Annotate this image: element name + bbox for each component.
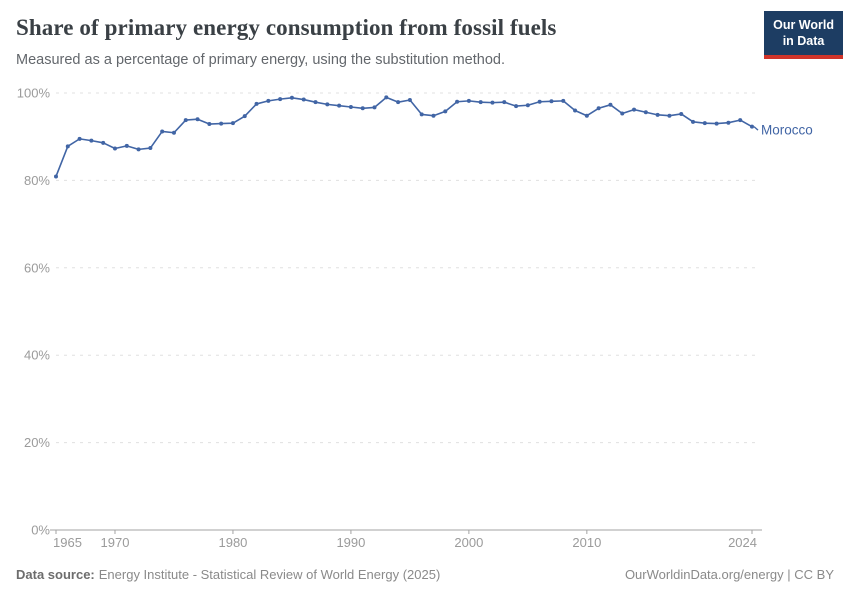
data-point-2018[interactable] [679, 111, 684, 116]
data-point-2010[interactable] [584, 113, 589, 118]
data-point-2001[interactable] [478, 100, 483, 105]
owid-logo-line1: Our World [773, 18, 834, 32]
y-tick-label-100: 100% [17, 86, 51, 101]
data-point-1984[interactable] [278, 97, 283, 102]
data-point-2016[interactable] [655, 112, 660, 117]
data-point-1986[interactable] [301, 97, 306, 102]
data-point-1996[interactable] [419, 112, 424, 117]
x-tick-label-1990: 1990 [336, 535, 365, 550]
data-point-1999[interactable] [455, 99, 460, 104]
data-point-2012[interactable] [608, 102, 613, 107]
data-point-2013[interactable] [620, 111, 625, 116]
data-point-2005[interactable] [525, 103, 530, 108]
data-point-2004[interactable] [514, 104, 519, 109]
data-point-1989[interactable] [337, 103, 342, 108]
data-point-2000[interactable] [466, 98, 471, 103]
data-point-1980[interactable] [230, 121, 235, 126]
chart-footer: Data source: Energy Institute - Statistic… [16, 567, 834, 582]
data-point-1990[interactable] [348, 104, 353, 109]
data-point-2023[interactable] [738, 118, 743, 123]
data-point-1995[interactable] [407, 97, 412, 102]
chart-subtitle: Measured as a percentage of primary ener… [16, 52, 505, 68]
y-tick-label-60: 60% [24, 260, 50, 275]
owid-logo-line2: in Data [782, 34, 825, 49]
x-tick-label-1970: 1970 [101, 535, 130, 550]
data-point-2007[interactable] [549, 99, 554, 104]
data-point-1970[interactable] [112, 146, 117, 151]
data-point-1973[interactable] [148, 146, 153, 151]
data-point-1993[interactable] [384, 95, 389, 100]
data-source-value: Energy Institute - Statistical Review of… [98, 567, 441, 582]
y-tick-label-20: 20% [24, 435, 50, 450]
chart-title: Share of primary energy consumption from… [16, 15, 557, 40]
data-source: Data source: Energy Institute - Statistic… [16, 567, 440, 582]
data-point-1974[interactable] [160, 129, 165, 134]
data-point-1965[interactable] [54, 174, 58, 179]
y-tick-label-40: 40% [24, 348, 50, 363]
data-point-2021[interactable] [714, 121, 719, 126]
data-point-2017[interactable] [667, 113, 672, 118]
data-point-2002[interactable] [490, 100, 495, 105]
label-connector [753, 126, 759, 131]
data-point-1987[interactable] [313, 100, 318, 105]
x-tick-label-1965: 1965 [53, 535, 82, 550]
data-point-1976[interactable] [183, 118, 188, 123]
data-point-1991[interactable] [360, 106, 365, 111]
data-point-2008[interactable] [561, 98, 566, 103]
y-tick-label-0: 0% [31, 523, 50, 538]
data-point-1982[interactable] [254, 101, 259, 106]
data-point-1985[interactable] [289, 95, 294, 100]
data-source-label: Data source: [16, 567, 95, 582]
data-point-1998[interactable] [443, 109, 448, 114]
data-point-2019[interactable] [691, 119, 696, 124]
data-point-2014[interactable] [632, 107, 637, 112]
data-point-2003[interactable] [502, 100, 507, 105]
y-tick-label-80: 80% [24, 173, 50, 188]
data-point-1975[interactable] [171, 130, 176, 135]
data-point-1994[interactable] [396, 100, 401, 105]
data-point-1997[interactable] [431, 113, 436, 118]
series-label-morocco[interactable]: Morocco [761, 123, 813, 138]
data-point-1968[interactable] [89, 138, 94, 143]
data-point-1967[interactable] [77, 136, 82, 141]
data-point-1988[interactable] [325, 102, 330, 107]
data-point-1979[interactable] [219, 121, 224, 126]
data-point-1992[interactable] [372, 105, 377, 110]
credit-link[interactable]: OurWorldinData.org/energy | CC BY [624, 567, 834, 582]
data-point-1969[interactable] [101, 140, 106, 145]
x-tick-label-2010: 2010 [572, 535, 601, 550]
x-tick-label-2000: 2000 [454, 535, 483, 550]
data-point-2022[interactable] [726, 120, 731, 125]
data-point-2020[interactable] [702, 121, 707, 126]
x-tick-label-2024: 2024 [728, 535, 757, 550]
data-point-2015[interactable] [643, 110, 648, 115]
owid-logo[interactable]: Our World in Data [764, 11, 843, 59]
series-line-morocco[interactable] [55, 96, 753, 177]
data-point-1966[interactable] [65, 144, 70, 149]
data-point-1971[interactable] [124, 143, 129, 148]
data-point-1977[interactable] [195, 117, 200, 122]
data-point-1978[interactable] [207, 122, 212, 127]
data-point-2024[interactable] [750, 124, 754, 129]
data-point-2006[interactable] [537, 99, 542, 104]
data-point-1983[interactable] [266, 98, 271, 103]
data-point-1972[interactable] [136, 147, 141, 152]
data-point-2009[interactable] [573, 108, 578, 113]
data-point-1981[interactable] [242, 114, 247, 119]
x-tick-label-1980: 1980 [218, 535, 247, 550]
data-point-2011[interactable] [596, 106, 601, 111]
